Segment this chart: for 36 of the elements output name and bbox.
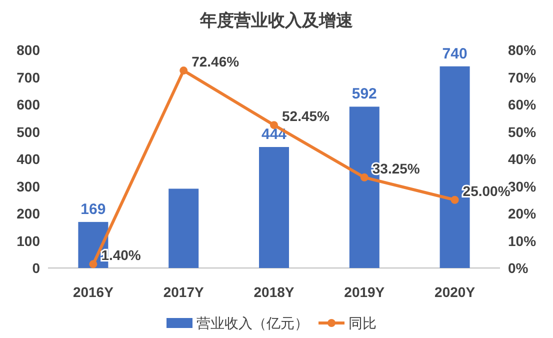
x-tick-label: 2019Y — [344, 284, 386, 300]
point — [89, 260, 98, 268]
y-tick-label: 800 — [16, 42, 40, 58]
point — [450, 196, 459, 204]
x-tick-label: 2018Y — [254, 284, 295, 300]
y-tick-label: 400 — [16, 151, 40, 167]
y-tick-label: 200 — [16, 206, 40, 222]
legend-label: 同比 — [348, 315, 376, 331]
y-tick-label: 500 — [16, 124, 40, 140]
legend-label: 营业收入（亿元） — [196, 315, 308, 331]
bar — [168, 188, 199, 268]
bar — [259, 147, 289, 268]
y2-tick-label: 20% — [508, 206, 537, 222]
x-tick-label: 2020Y — [434, 284, 476, 300]
y-tick-label: 300 — [16, 178, 40, 194]
x-tick-label: 2016Y — [72, 284, 114, 300]
y-tick-label: 0 — [32, 260, 40, 276]
y2-tick-label: 60% — [508, 96, 537, 112]
data-label: 52.45% — [282, 108, 330, 124]
y2-tick-label: 50% — [508, 124, 537, 140]
y-tick-label: 600 — [16, 96, 40, 112]
y2-tick-label: 70% — [508, 69, 537, 86]
y2-tick-label: 40% — [508, 151, 537, 167]
y2-tick-label: 10% — [508, 232, 537, 249]
y-tick-label: 100 — [16, 232, 40, 249]
y2-tick-label: 80% — [508, 42, 537, 58]
x-tick-label: 2017Y — [163, 284, 204, 300]
data-label: 169 — [80, 200, 106, 218]
chart-title: 年度营业收入及增速 — [199, 11, 353, 30]
data-label: 740 — [442, 45, 468, 62]
y-tick-label: 700 — [16, 69, 40, 86]
data-label: 72.46% — [192, 54, 240, 70]
y2-tick-label: 0% — [508, 260, 529, 276]
data-label: 592 — [352, 86, 377, 103]
point — [180, 66, 188, 75]
point — [360, 173, 368, 182]
